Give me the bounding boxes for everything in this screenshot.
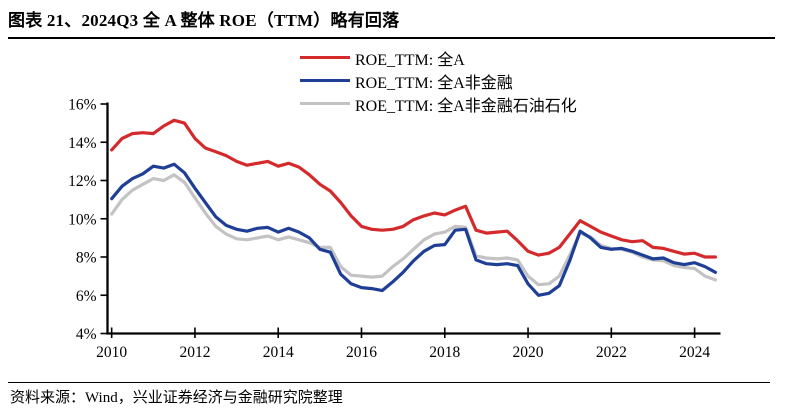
legend-item-all-a: ROE_TTM: 全A xyxy=(300,46,577,69)
y-axis-tick-label: 12% xyxy=(68,173,97,190)
y-axis-tick-label: 10% xyxy=(68,211,97,228)
x-axis-tick-label: 2018 xyxy=(429,344,460,361)
title-divider xyxy=(8,37,775,40)
x-axis-tick-label: 2024 xyxy=(679,344,710,361)
legend-label: ROE_TTM: 全A xyxy=(355,51,465,69)
figure-title: 图表 21、2024Q3 全 A 整体 ROE（TTM）略有回落 xyxy=(8,11,400,30)
chart-legend: ROE_TTM: 全A ROE_TTM: 全A非金融 ROE_TTM: 全A非金… xyxy=(300,46,577,115)
x-axis-tick-label: 2010 xyxy=(96,344,127,361)
series-line-all-a-ex-financials xyxy=(110,162,718,297)
legend-line-swatch-navy xyxy=(300,78,350,83)
source-divider xyxy=(8,382,770,384)
y-axis-tick-label: 6% xyxy=(76,288,97,305)
x-axis-tick-label: 2022 xyxy=(596,344,627,361)
series-line-all-a xyxy=(110,118,718,259)
y-axis-tick-label: 16% xyxy=(68,97,97,114)
x-axis-tick-label: 2020 xyxy=(513,344,544,361)
legend-label: ROE_TTM: 全A非金融石油石化 xyxy=(355,97,577,115)
legend-item-all-a-ex-financials: ROE_TTM: 全A非金融 xyxy=(300,69,577,92)
x-axis-tick-label: 2012 xyxy=(179,344,210,361)
x-axis-tick-label: 2016 xyxy=(346,344,377,361)
y-axis-tick-label: 14% xyxy=(68,135,97,152)
legend-line-swatch-gray xyxy=(300,101,350,106)
y-axis-tick-label: 4% xyxy=(76,326,97,343)
series-line-all-a-ex-financials-petrochem xyxy=(110,173,718,287)
source-note: 资料来源：Wind，兴业证券经济与金融研究院整理 xyxy=(10,390,343,406)
x-axis-tick-label: 2014 xyxy=(263,344,294,361)
legend-item-all-a-ex-financials-petrochem: ROE_TTM: 全A非金融石油石化 xyxy=(300,92,577,115)
legend-label: ROE_TTM: 全A非金融 xyxy=(355,74,513,92)
legend-line-swatch-red xyxy=(300,55,350,60)
y-axis-tick-label: 8% xyxy=(76,250,97,267)
